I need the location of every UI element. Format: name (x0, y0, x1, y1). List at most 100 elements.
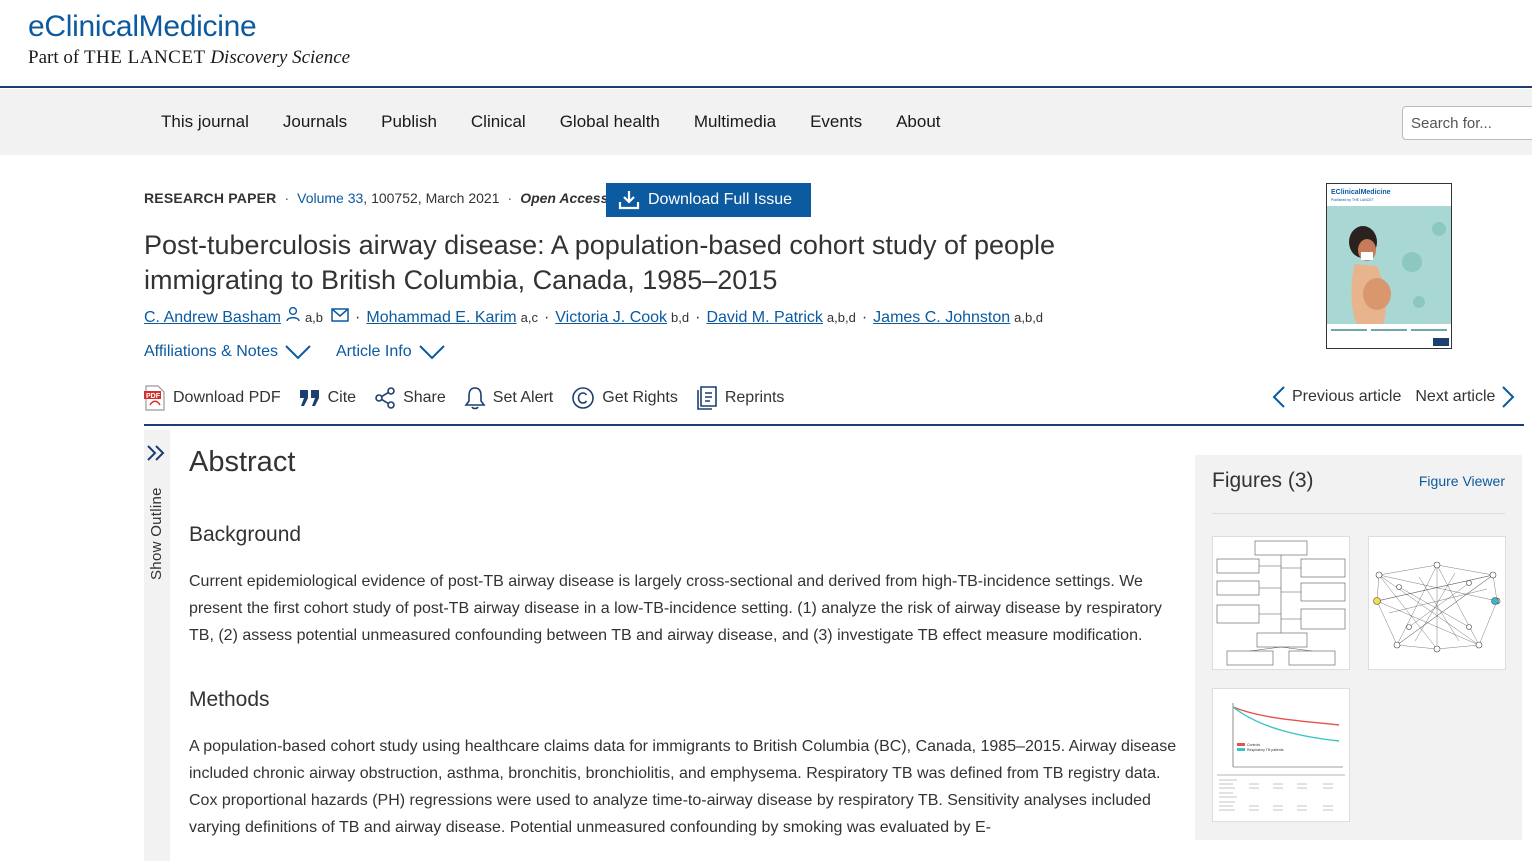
article-pager: Previous article Next article (1266, 385, 1521, 409)
chevron-right-icon (1502, 386, 1515, 408)
brand-logo[interactable]: eClinicalMedicine Part of THE LANCET Dis… (28, 8, 350, 70)
get-rights-button[interactable]: Get Rights (571, 386, 678, 410)
chevron-down-icon (285, 345, 311, 360)
toolbar-divider (144, 424, 1524, 426)
nav-item-publish[interactable]: Publish (381, 112, 437, 131)
brand-name: eClinicalMedicine (28, 10, 257, 43)
open-access-label: Open Access (520, 190, 609, 206)
article-toolbar: PDF Download PDF Cite Share Set Alert (144, 385, 802, 411)
previous-article-label: Previous article (1292, 388, 1402, 405)
volume-link[interactable]: Volume 33 (297, 190, 364, 206)
reprints-label: Reprints (724, 389, 785, 406)
main-nav: This journal Journals Publish Clinical G… (0, 89, 1532, 155)
affiliation-sup: a,c (520, 310, 538, 325)
network-figure-image (1373, 561, 1501, 653)
affiliation-sup: b,d (671, 310, 690, 325)
author-separator: · (695, 309, 701, 326)
survival-legend-tb: Respiratory TB patients (1247, 748, 1284, 752)
article-info-toggle-label: Article Info (336, 343, 412, 360)
methods-paragraph: A population-based cohort study using he… (189, 738, 1177, 836)
nav-item-clinical[interactable]: Clinical (470, 112, 526, 131)
affiliation-sup: a,b (304, 310, 324, 325)
background-paragraph: Current epidemiological evidence of post… (189, 573, 1162, 644)
get-rights-label: Get Rights (602, 389, 678, 406)
author-separator: · (355, 309, 361, 326)
site-header: eClinicalMedicine Part of THE LANCET Dis… (0, 0, 1532, 88)
cite-label: Cite (327, 389, 357, 406)
cover-publisher: Published by THE LANCET (1331, 198, 1375, 202)
author-separator: · (861, 309, 868, 326)
figure-viewer-link[interactable]: Figure Viewer (1418, 473, 1505, 489)
search-input[interactable] (1402, 106, 1532, 140)
cite-button[interactable]: Cite (299, 389, 356, 407)
abstract-title: Abstract (189, 446, 296, 478)
abstract-section: Abstract Background Current epidemiologi… (189, 440, 1179, 841)
journal-cover[interactable]: EClinicalMedicine Published by THE LANCE… (1326, 183, 1452, 349)
journal-cover-illustration: EClinicalMedicine Published by THE LANCE… (1327, 184, 1451, 348)
share-label: Share (403, 389, 446, 406)
svg-text:PDF: PDF (146, 393, 161, 400)
figure-thumbnail-survival-curve[interactable]: Controls Respiratory TB patients (1212, 688, 1350, 822)
chevron-down-icon (418, 345, 445, 360)
bell-icon (464, 387, 486, 410)
figure-thumbnail-flowchart[interactable] (1212, 536, 1350, 670)
figures-divider (1212, 513, 1505, 514)
download-pdf-label: Download PDF (173, 389, 281, 406)
nav-item-journals[interactable]: Journals (282, 112, 348, 131)
article-info-toggle[interactable]: Article Info (336, 343, 446, 361)
survival-legend-controls: Controls (1247, 743, 1260, 747)
author-link[interactable]: David M. Patrick (706, 309, 823, 326)
author-link[interactable]: Mohammad E. Karim (366, 309, 517, 326)
nav-items: This journal Journals Publish Clinical G… (144, 89, 958, 155)
article-type: RESEARCH PAPER (144, 190, 277, 206)
copyright-icon (572, 387, 595, 409)
chevron-left-icon (1272, 386, 1285, 408)
download-full-issue-label: Download Full Issue (648, 191, 793, 208)
nav-item-global-health[interactable]: Global health (559, 112, 660, 131)
cover-journal-name: EClinicalMedicine (1331, 189, 1391, 196)
author-link[interactable]: Victoria J. Cook (555, 309, 668, 326)
nav-item-events[interactable]: Events (810, 112, 863, 131)
pdf-icon: PDF (144, 385, 165, 411)
survival-curve-figure-image: Controls Respiratory TB patients (1217, 703, 1345, 811)
next-article-link[interactable]: Next article (1415, 385, 1521, 409)
figures-panel: Figures (3) Figure Viewer (1195, 455, 1522, 840)
affiliations-toggle-label: Affiliations & Notes (144, 343, 278, 360)
figure-thumbnail-network[interactable] (1368, 536, 1506, 670)
share-button[interactable]: Share (374, 387, 446, 409)
set-alert-button[interactable]: Set Alert (464, 386, 553, 410)
brand-subtitle: Part of THE LANCET Discovery Science (28, 47, 351, 68)
nav-item-about[interactable]: About (896, 112, 941, 131)
outline-sidebar[interactable] (144, 430, 170, 861)
figures-heading: Figures (3) (1212, 469, 1314, 492)
article-title: Post-tuberculosis airway disease: A popu… (144, 230, 1056, 295)
next-article-label: Next article (1415, 388, 1496, 405)
previous-article-link[interactable]: Previous article (1266, 385, 1401, 409)
meta-separator: · (284, 190, 290, 206)
nav-item-multimedia[interactable]: Multimedia (693, 112, 777, 131)
reprints-button[interactable]: Reprints (696, 386, 785, 410)
set-alert-label: Set Alert (492, 389, 554, 406)
author-link[interactable]: James C. Johnston (873, 309, 1011, 326)
issue-info: , 100752, March 2021 (363, 190, 500, 206)
show-outline-label[interactable]: Show Outline (148, 487, 165, 580)
download-icon (618, 191, 640, 210)
download-pdf-button[interactable]: PDF Download PDF (144, 385, 281, 411)
affiliation-sup: a,b,d (1014, 310, 1044, 325)
author-link[interactable]: C. Andrew Basham (144, 309, 281, 326)
flowchart-figure-image (1216, 540, 1346, 666)
download-full-issue-button[interactable]: Download Full Issue (606, 183, 811, 217)
reprints-icon (697, 386, 717, 410)
share-icon (375, 387, 395, 409)
email-icon[interactable] (331, 308, 349, 322)
affiliations-toggle[interactable]: Affiliations & Notes (144, 343, 312, 361)
nav-item-this-journal[interactable]: This journal (161, 112, 249, 131)
double-chevron-right-icon[interactable] (146, 444, 166, 462)
background-heading: Background (189, 523, 302, 546)
author-separator: · (543, 309, 550, 326)
meta-separator: · (507, 190, 513, 206)
quote-icon (299, 390, 319, 406)
person-icon[interactable] (285, 306, 301, 322)
article-meta: RESEARCH PAPER · Volume 33 , 100752, Mar… (144, 190, 608, 206)
affiliation-sup: a,b,d (826, 310, 856, 325)
